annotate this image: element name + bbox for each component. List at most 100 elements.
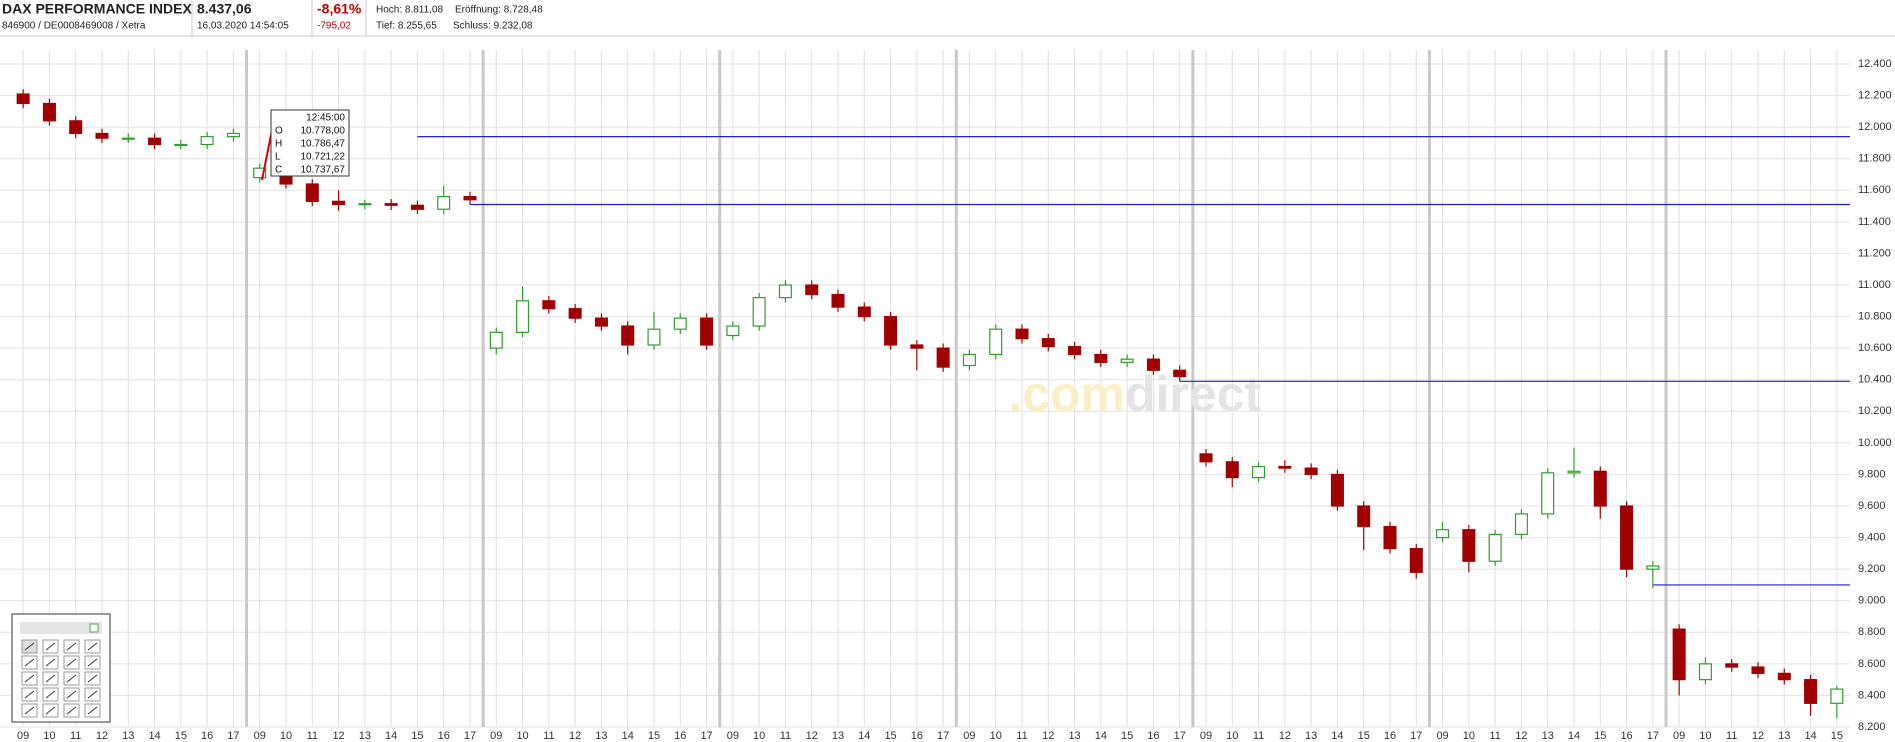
identifiers: 846900 / DE0008469008 / Xetra xyxy=(2,21,146,32)
tool-icon xyxy=(66,706,77,715)
candle-body xyxy=(910,344,924,349)
x-tick-label: 14 xyxy=(622,730,634,742)
tool-icon xyxy=(87,658,98,667)
tooltip-key: L xyxy=(275,152,281,163)
candle-body xyxy=(1462,529,1476,562)
candle-body xyxy=(1330,473,1344,507)
x-tick-label: 15 xyxy=(175,730,187,742)
candle-body xyxy=(673,317,687,330)
x-tick-label: 15 xyxy=(884,730,896,742)
x-tick-label: 09 xyxy=(490,730,502,742)
tooltip-rows: O 10.778,00 H 10.786,47 L 10.721,22 C 10.737,67 xyxy=(275,126,345,176)
tool-icon xyxy=(24,674,35,683)
x-tick-label: 10 xyxy=(1699,730,1711,742)
x-tick-label: 12 xyxy=(96,730,108,742)
candle-body xyxy=(936,347,950,368)
candle-body xyxy=(778,284,792,299)
candle-body xyxy=(1777,672,1791,681)
toolbar-tools xyxy=(21,639,101,718)
watermark-com: .com xyxy=(1008,366,1125,422)
x-tick-label: 13 xyxy=(595,730,607,742)
x-tick-label: 09 xyxy=(1673,730,1685,742)
y-tick-label: 9.600 xyxy=(1858,500,1886,512)
candle-body xyxy=(726,325,740,337)
candle-body xyxy=(1593,470,1607,507)
candle-body xyxy=(253,167,267,179)
tool-icon xyxy=(45,674,56,683)
y-tick-label: 9.400 xyxy=(1858,531,1886,543)
tool-icon xyxy=(24,658,35,667)
candle-body xyxy=(1015,328,1029,340)
tooltip-value: 10.778,00 xyxy=(301,126,346,137)
timestamp: 16.03.2020 14:54:05 xyxy=(197,21,289,32)
x-tick-label: 13 xyxy=(1542,730,1554,742)
x-tick-label: 16 xyxy=(1384,730,1396,742)
x-tick-label: 17 xyxy=(1410,730,1422,742)
x-tick-label: 11 xyxy=(780,730,791,742)
x-tick-label: 14 xyxy=(1568,730,1580,742)
y-tick-label: 11.200 xyxy=(1858,247,1891,259)
candle-body xyxy=(305,183,319,202)
candle-body xyxy=(1567,470,1581,474)
candle-body xyxy=(1357,505,1371,528)
toolbar-close[interactable] xyxy=(89,623,99,633)
candle-body xyxy=(1278,465,1292,469)
x-tick-label: 11 xyxy=(543,730,554,742)
y-tick-label: 10.400 xyxy=(1858,374,1892,386)
candle-body xyxy=(384,203,398,206)
y-tick-label: 8.800 xyxy=(1858,626,1886,638)
candle-body xyxy=(1094,353,1108,363)
tooltip-value: 10.721,22 xyxy=(301,152,346,163)
tool-icon xyxy=(45,690,56,699)
tooltip-time: 12:45:00 xyxy=(306,113,345,124)
x-tick-label: 12 xyxy=(1042,730,1054,742)
x-tick-label: 11 xyxy=(70,730,81,742)
y-tick-label: 8.400 xyxy=(1858,689,1886,701)
candle-body xyxy=(621,325,635,346)
x-tick-label: 17 xyxy=(700,730,712,742)
x-tick-label: 13 xyxy=(122,730,134,742)
candle-body xyxy=(1225,461,1239,479)
x-tick-label: 10 xyxy=(1463,730,1475,742)
candle-body xyxy=(989,328,1003,356)
x-tick-label: 14 xyxy=(858,730,870,742)
x-tick-label: 15 xyxy=(648,730,660,742)
y-tick-label: 12.000 xyxy=(1858,121,1892,133)
x-tick-label: 12 xyxy=(332,730,344,742)
x-tick-label: 14 xyxy=(1331,730,1343,742)
x-tick-label: 10 xyxy=(990,730,1002,742)
x-tick-label: 10 xyxy=(516,730,528,742)
x-tick-label: 09 xyxy=(17,730,29,742)
candle-body xyxy=(1488,533,1502,562)
x-tick-label: 15 xyxy=(1358,730,1370,742)
candle-body xyxy=(1672,628,1686,681)
x-tick-label: 10 xyxy=(280,730,292,742)
candle-body xyxy=(1409,548,1423,573)
candle-body xyxy=(16,93,30,105)
tooltip-box xyxy=(270,109,350,177)
candle-body xyxy=(358,203,372,206)
candle-body xyxy=(410,204,424,210)
candle-body xyxy=(1751,666,1765,674)
index-name: DAX PERFORMANCE INDEX xyxy=(2,1,192,17)
x-tick-label: 11 xyxy=(1253,730,1264,742)
tool-icon xyxy=(87,642,98,651)
x-tick-label: 16 xyxy=(911,730,923,742)
x-tick-label: 13 xyxy=(832,730,844,742)
candle-body xyxy=(1646,565,1660,570)
candle-body xyxy=(1383,525,1397,550)
candle-body xyxy=(95,132,109,139)
x-tick-label: 17 xyxy=(1174,730,1186,742)
tool-icon xyxy=(66,642,77,651)
prev-close: Schluss: 9.232,08 xyxy=(453,21,533,32)
candle-body xyxy=(752,297,766,327)
x-tick-label: 09 xyxy=(1436,730,1448,742)
x-tick-label: 17 xyxy=(464,730,476,742)
x-tick-label: 09 xyxy=(963,730,975,742)
y-tick-label: 9.800 xyxy=(1858,468,1886,480)
x-tick-label: 13 xyxy=(359,730,371,742)
tool-icon xyxy=(87,706,98,715)
candle-body xyxy=(42,102,56,122)
tool-icon xyxy=(45,706,56,715)
tooltip-pointer xyxy=(261,129,273,181)
